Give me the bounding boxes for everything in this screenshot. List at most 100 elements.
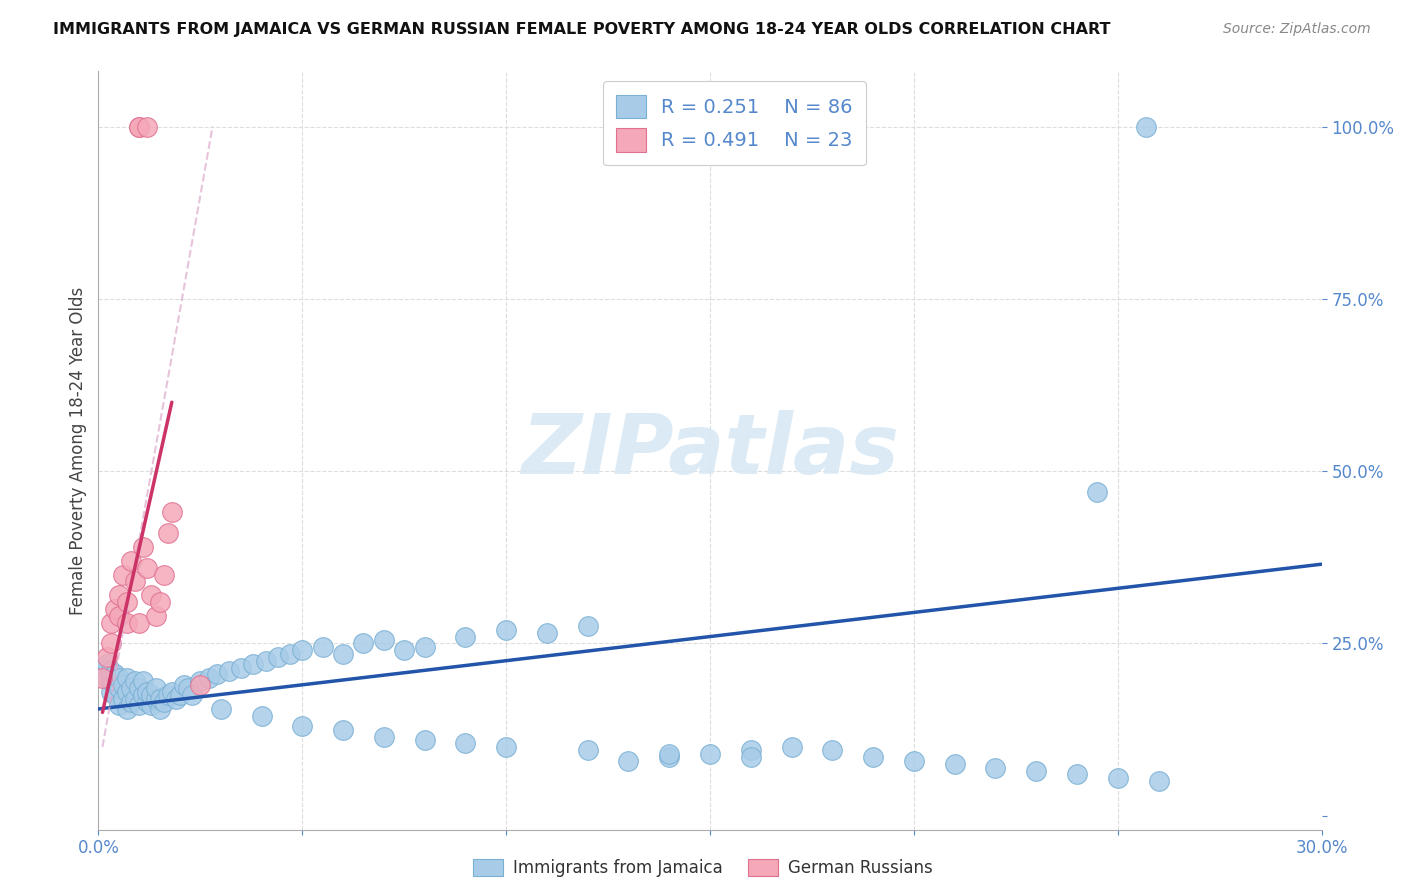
Point: [205, 667, 228, 681]
Point: [332, 647, 354, 661]
Point: [132, 540, 155, 554]
Point: [454, 630, 477, 644]
Point: [128, 120, 150, 134]
Point: [173, 678, 195, 692]
Y-axis label: Female Poverty Among 18-24 Year Olds: Female Poverty Among 18-24 Year Olds: [69, 286, 87, 615]
Point: [373, 633, 395, 648]
Point: [267, 650, 290, 665]
Point: [100, 674, 122, 689]
Point: [124, 691, 146, 706]
Point: [943, 757, 966, 772]
Point: [115, 702, 138, 716]
Point: [291, 643, 314, 657]
Point: [242, 657, 264, 672]
Point: [821, 743, 844, 757]
Point: [254, 654, 277, 668]
Point: [120, 681, 142, 696]
Point: [141, 688, 163, 702]
Point: [108, 698, 131, 713]
Point: [188, 678, 212, 692]
Point: [96, 671, 118, 685]
Point: [145, 681, 167, 696]
Point: [1107, 771, 1129, 785]
Point: [1085, 484, 1108, 499]
Point: [177, 681, 200, 696]
Point: [188, 674, 212, 689]
Point: [1135, 120, 1157, 134]
Text: Source: ZipAtlas.com: Source: ZipAtlas.com: [1223, 22, 1371, 37]
Text: ZIPatlas: ZIPatlas: [522, 410, 898, 491]
Point: [373, 730, 395, 744]
Point: [136, 684, 159, 698]
Point: [108, 588, 131, 602]
Point: [91, 671, 114, 685]
Legend: R = 0.251    N = 86, R = 0.491    N = 23: R = 0.251 N = 86, R = 0.491 N = 23: [603, 81, 866, 166]
Point: [104, 602, 127, 616]
Point: [128, 698, 150, 713]
Point: [152, 695, 174, 709]
Point: [250, 708, 273, 723]
Point: [160, 506, 183, 520]
Point: [149, 702, 172, 716]
Legend: Immigrants from Jamaica, German Russians: Immigrants from Jamaica, German Russians: [467, 852, 939, 884]
Point: [115, 615, 138, 630]
Point: [984, 760, 1007, 774]
Point: [576, 743, 599, 757]
Point: [862, 750, 884, 764]
Point: [136, 560, 159, 574]
Point: [209, 702, 232, 716]
Point: [617, 754, 640, 768]
Point: [231, 660, 253, 674]
Point: [291, 719, 314, 733]
Point: [149, 595, 172, 609]
Point: [136, 120, 159, 134]
Point: [96, 657, 118, 672]
Point: [128, 120, 150, 134]
Point: [152, 567, 174, 582]
Point: [903, 754, 925, 768]
Point: [332, 723, 354, 737]
Point: [141, 698, 163, 713]
Point: [218, 664, 240, 678]
Point: [156, 526, 179, 541]
Point: [120, 695, 142, 709]
Point: [160, 684, 183, 698]
Point: [124, 574, 146, 589]
Point: [352, 636, 374, 650]
Point: [100, 684, 122, 698]
Point: [413, 733, 436, 747]
Point: [1066, 767, 1088, 781]
Point: [120, 554, 142, 568]
Text: IMMIGRANTS FROM JAMAICA VS GERMAN RUSSIAN FEMALE POVERTY AMONG 18-24 YEAR OLDS C: IMMIGRANTS FROM JAMAICA VS GERMAN RUSSIA…: [53, 22, 1111, 37]
Point: [96, 650, 118, 665]
Point: [100, 664, 122, 678]
Point: [111, 678, 134, 692]
Point: [740, 743, 762, 757]
Point: [1147, 774, 1170, 789]
Point: [454, 736, 477, 750]
Point: [108, 681, 131, 696]
Point: [165, 691, 187, 706]
Point: [111, 567, 134, 582]
Point: [111, 691, 134, 706]
Point: [108, 671, 131, 685]
Point: [136, 695, 159, 709]
Point: [128, 615, 150, 630]
Point: [413, 640, 436, 654]
Point: [132, 674, 155, 689]
Point: [91, 660, 114, 674]
Point: [141, 588, 163, 602]
Point: [495, 739, 517, 754]
Point: [312, 640, 335, 654]
Point: [576, 619, 599, 633]
Point: [536, 626, 558, 640]
Point: [1025, 764, 1047, 778]
Point: [197, 671, 219, 685]
Point: [100, 615, 122, 630]
Point: [740, 750, 762, 764]
Point: [149, 691, 172, 706]
Point: [780, 739, 803, 754]
Point: [169, 688, 191, 702]
Point: [658, 747, 681, 761]
Point: [156, 688, 179, 702]
